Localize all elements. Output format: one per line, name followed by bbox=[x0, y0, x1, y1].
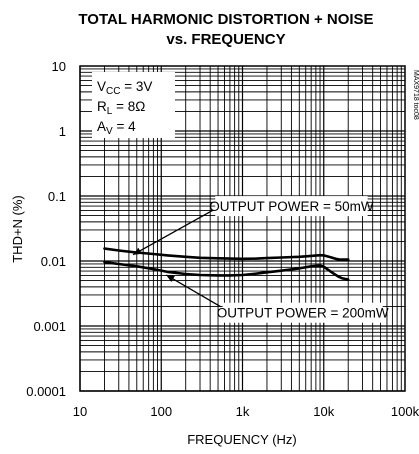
x-tick-label: 100k bbox=[391, 404, 419, 419]
series-line-1 bbox=[103, 247, 350, 261]
x-tick-label: 100 bbox=[150, 404, 172, 419]
y-axis-label: THD+N (%) bbox=[10, 195, 25, 263]
chart-title-line2: vs. FREQUENCY bbox=[166, 31, 285, 48]
series-arrow-line-1 bbox=[132, 209, 214, 256]
x-tick-label: 10k bbox=[313, 404, 334, 419]
plot-frame bbox=[79, 65, 406, 392]
series-arrow-head-1 bbox=[133, 247, 142, 255]
y-tick-label: 0.01 bbox=[41, 254, 66, 269]
chart-title-line1: TOTAL HARMONIC DISTORTION + NOISE bbox=[78, 11, 373, 28]
y-tick-label: 0.1 bbox=[48, 189, 66, 204]
y-tick-label: 1 bbox=[59, 124, 66, 139]
data-series bbox=[103, 247, 350, 281]
condition-rl: RL = 8Ω bbox=[97, 99, 145, 117]
test-conditions-box: VCC = 3V RL = 8Ω AV = 4 bbox=[92, 72, 175, 138]
y-tick-label: 10 bbox=[52, 59, 66, 74]
condition-av: AV = 4 bbox=[97, 119, 136, 137]
y-tick-label: 0.001 bbox=[33, 319, 66, 334]
series-label-2: OUTPUT POWER = 200mW bbox=[217, 306, 389, 321]
series-arrow-head-2 bbox=[166, 274, 175, 283]
y-tick-labels: 10 1 0.1 0.01 0.001 0.0001 bbox=[26, 59, 66, 399]
x-axis-label: FREQUENCY (Hz) bbox=[187, 432, 297, 447]
series-label-bg-2 bbox=[222, 302, 383, 323]
x-tick-labels: 10 100 1k 10k 100k bbox=[73, 404, 419, 419]
series-label-bg-1 bbox=[215, 196, 368, 217]
series-arrow-line-2 bbox=[165, 274, 221, 308]
figure-code-label: MAX9718 toc08 bbox=[412, 70, 419, 120]
series-labels: OUTPUT POWER = 50mW OUTPUT POWER = 200mW bbox=[132, 196, 389, 323]
condition-vcc: VCC = 3V bbox=[97, 79, 152, 97]
series-label-1: OUTPUT POWER = 50mW bbox=[209, 199, 374, 214]
x-tick-label: 10 bbox=[73, 404, 87, 419]
series-line-2 bbox=[103, 260, 350, 281]
x-tick-label: 1k bbox=[236, 404, 250, 419]
y-tick-label: 0.0001 bbox=[26, 384, 66, 399]
